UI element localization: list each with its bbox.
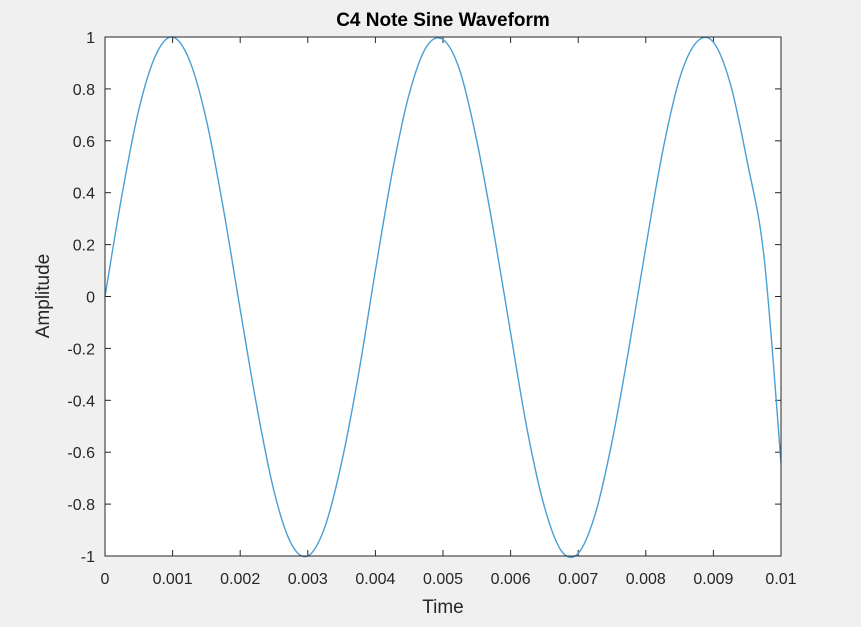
y-tick-label: 0 bbox=[86, 290, 95, 307]
x-tick-label: 0.002 bbox=[220, 571, 260, 588]
y-tick-label: -0.6 bbox=[67, 445, 95, 462]
y-tick-label: -1 bbox=[81, 549, 95, 566]
x-tick-label: 0.009 bbox=[693, 571, 733, 588]
x-tick-label: 0.004 bbox=[355, 571, 395, 588]
y-tick-label: 0.6 bbox=[73, 134, 95, 151]
x-tick-label: 0.003 bbox=[288, 571, 328, 588]
y-tick-label: 0.2 bbox=[73, 238, 95, 255]
y-axis-label: Amplitude bbox=[33, 254, 54, 339]
y-tick-label: 0.8 bbox=[73, 82, 95, 99]
series-layer bbox=[104, 36, 782, 558]
x-tick-label: 0.01 bbox=[765, 571, 796, 588]
y-tick-label: 0.4 bbox=[73, 186, 95, 203]
plot-frame bbox=[104, 36, 782, 557]
chart-title: C4 Note Sine Waveform bbox=[336, 10, 550, 31]
x-tick-label: 0.008 bbox=[626, 571, 666, 588]
x-axis-ticks: 0 0.001 0.002 0.003 0.004 0.005 0.006 0.007 0.00… bbox=[101, 37, 797, 588]
y-tick-label: 1 bbox=[86, 30, 95, 47]
y-axis-ticks: 1 0.8 0.6 0.4 0.2 0 -0.2 -0.4 -0.6 -0.8 -1 bbox=[67, 30, 781, 566]
x-tick-label: 0.005 bbox=[423, 571, 463, 588]
x-tick-label: 0 bbox=[101, 571, 110, 588]
y-tick-label: -0.2 bbox=[67, 341, 95, 358]
y-tick-label: -0.8 bbox=[67, 497, 95, 514]
x-axis-label: Time bbox=[422, 597, 464, 618]
y-tick-label: -0.4 bbox=[67, 393, 95, 410]
x-tick-label: 0.007 bbox=[558, 571, 598, 588]
x-tick-label: 0.001 bbox=[153, 571, 193, 588]
plot-area bbox=[105, 37, 781, 556]
sine-wave-line bbox=[104, 36, 782, 558]
x-tick-label: 0.006 bbox=[491, 571, 531, 588]
